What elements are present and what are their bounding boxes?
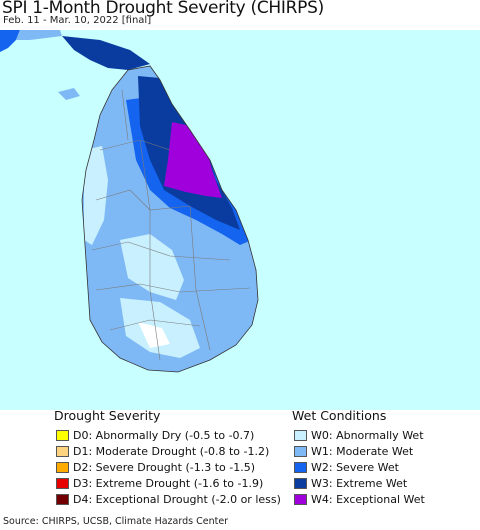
legend-item-w0: W0: Abnormally Wet — [294, 428, 424, 442]
swatch-d0 — [56, 429, 69, 441]
legend-item-w1: W1: Moderate Wet — [294, 444, 413, 458]
source-credit: Source: CHIRPS, UCSB, Climate Hazards Ce… — [3, 516, 229, 527]
region-abnormally-wet-center — [120, 234, 184, 300]
wet-legend-title: Wet Conditions — [292, 408, 387, 423]
drought-map — [0, 30, 480, 410]
map-title: SPI 1-Month Drought Severity (CHIRPS) — [2, 0, 324, 18]
legend-item-d1: D1: Moderate Drought (-0.8 to -1.2) — [56, 444, 269, 458]
legend-label-w2: W2: Severe Wet — [311, 460, 399, 474]
swatch-w3 — [294, 477, 307, 489]
legend-label-d1: D1: Moderate Drought (-0.8 to -1.2) — [73, 444, 270, 458]
region-no-change — [138, 322, 170, 348]
legend-item-w3: W3: Extreme Wet — [294, 476, 407, 490]
legend-label-w0: W0: Abnormally Wet — [311, 428, 424, 442]
legend-label-d3: D3: Extreme Drought (-1.6 to -1.9) — [73, 476, 264, 490]
legend-item-d0: D0: Abnormally Dry (-0.5 to -0.7) — [56, 428, 254, 442]
swatch-w2 — [294, 461, 307, 473]
drought-legend-title: Drought Severity — [54, 408, 161, 423]
swatch-w1 — [294, 445, 307, 457]
swatch-d3 — [56, 477, 69, 489]
india-landmass — [0, 30, 20, 52]
legend-label-w4: W4: Exceptional Wet — [311, 492, 425, 506]
map-subtitle: Feb. 11 - Mar. 10, 2022 [final] — [3, 15, 152, 26]
legend-item-d2: D2: Severe Drought (-1.3 to -1.5) — [56, 460, 255, 474]
legend-label-d4: D4: Exceptional Drought (-2.0 or less) — [73, 492, 281, 506]
mannar-island — [58, 88, 80, 100]
region-exceptional-wet — [164, 122, 222, 198]
legend-item-w4: W4: Exceptional Wet — [294, 492, 425, 506]
legend-item-d4: D4: Exceptional Drought (-2.0 or less) — [56, 492, 281, 506]
legend-label-d2: D2: Severe Drought (-1.3 to -1.5) — [73, 460, 256, 474]
jaffna-peninsula — [62, 36, 150, 70]
legend-label-w3: W3: Extreme Wet — [311, 476, 408, 490]
swatch-d1 — [56, 445, 69, 457]
legend-item-d3: D3: Extreme Drought (-1.6 to -1.9) — [56, 476, 263, 490]
swatch-d4 — [56, 493, 69, 505]
swatch-w0 — [294, 429, 307, 441]
india-landmass-light — [16, 30, 62, 40]
district-boundaries — [91, 89, 251, 361]
region-abnormally-wet-west — [84, 146, 108, 245]
legend-label-d0: D0: Abnormally Dry (-0.5 to -0.7) — [73, 428, 255, 442]
legend-item-w2: W2: Severe Wet — [294, 460, 399, 474]
legend-label-w1: W1: Moderate Wet — [311, 444, 414, 458]
island-outline — [81, 65, 259, 373]
swatch-w4 — [294, 493, 307, 505]
swatch-d2 — [56, 461, 69, 473]
